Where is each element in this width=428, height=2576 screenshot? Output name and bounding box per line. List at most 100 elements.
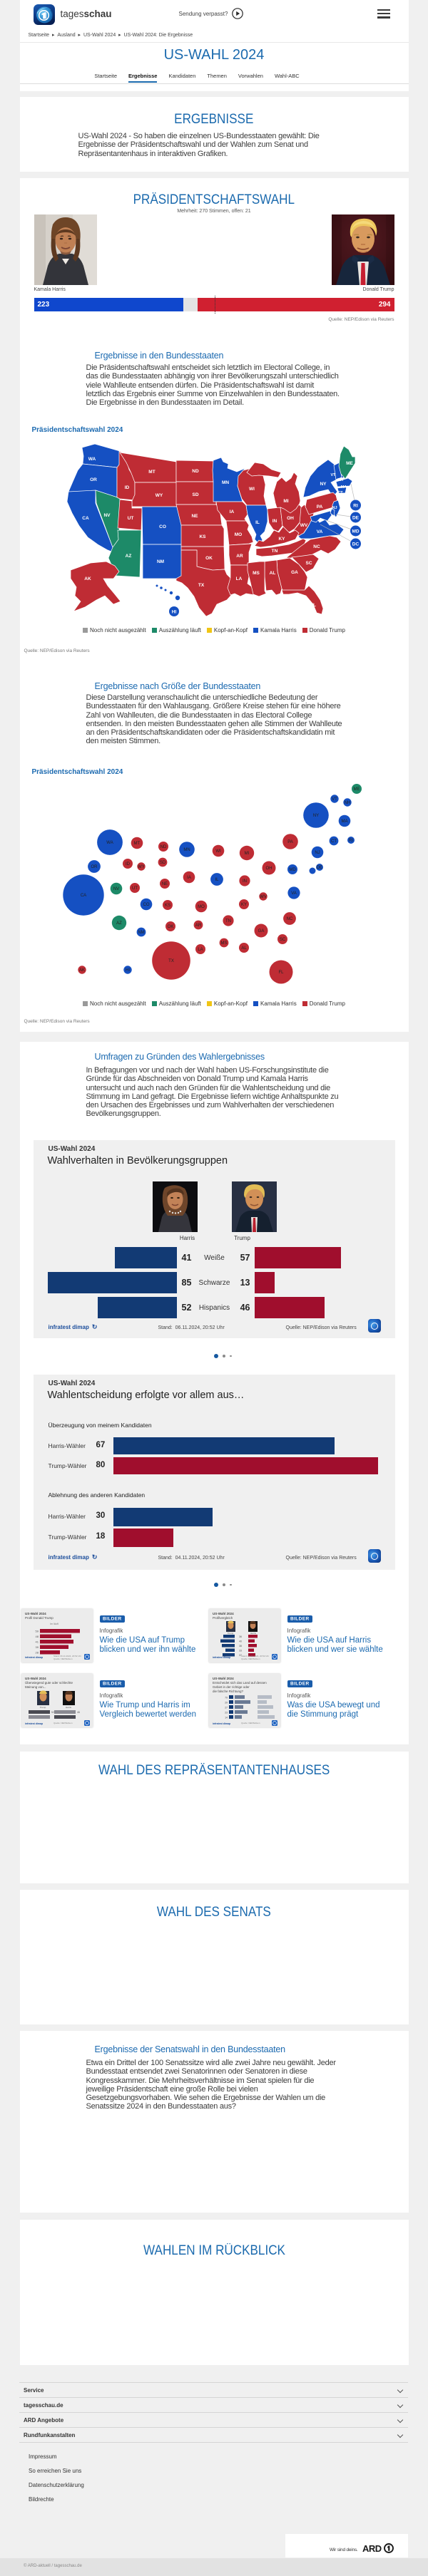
svg-text:CA: CA bbox=[80, 894, 86, 898]
svg-text:MI: MI bbox=[244, 852, 249, 856]
svg-text:MI: MI bbox=[283, 499, 288, 504]
svg-text:KY: KY bbox=[278, 537, 285, 542]
svg-text:GA: GA bbox=[258, 929, 264, 933]
svg-text:OK: OK bbox=[205, 556, 213, 561]
svg-text:ME: ME bbox=[353, 787, 360, 792]
svg-text:IL: IL bbox=[215, 878, 219, 882]
svg-text:NM: NM bbox=[156, 559, 163, 564]
svg-text:36: 36 bbox=[239, 1635, 242, 1638]
svg-text:Quelle: NEP/Edison: Quelle: NEP/Edison bbox=[241, 1722, 260, 1724]
svg-text:AK: AK bbox=[84, 576, 91, 581]
svg-text:ARD: ARD bbox=[362, 2543, 382, 2554]
svg-text:41: 41 bbox=[35, 1640, 39, 1644]
svg-text:79: 79 bbox=[225, 1697, 228, 1700]
svg-text:OR: OR bbox=[90, 477, 97, 482]
svg-text:Gebiet in der richtige oder: Gebiet in der richtige oder bbox=[213, 1685, 250, 1689]
svg-text:MT: MT bbox=[148, 470, 155, 475]
svg-text:CT: CT bbox=[331, 839, 337, 844]
svg-text:LA: LA bbox=[235, 576, 242, 581]
svg-text:AL: AL bbox=[269, 571, 275, 576]
svg-text:IA: IA bbox=[229, 509, 234, 514]
svg-text:WI: WI bbox=[215, 849, 221, 854]
svg-text:Quelle: NEP/Edison: Quelle: NEP/Edison bbox=[241, 1657, 260, 1660]
svg-text:Entscheidet sich das Land auf: Entscheidet sich das Land auf dessen bbox=[213, 1681, 267, 1685]
svg-text:59: 59 bbox=[35, 1630, 39, 1633]
svg-text:UT: UT bbox=[132, 886, 138, 891]
svg-text:33: 33 bbox=[239, 1650, 242, 1652]
svg-text:38: 38 bbox=[239, 1645, 242, 1647]
svg-text:FL: FL bbox=[310, 603, 316, 608]
svg-text:DE: DE bbox=[352, 516, 359, 521]
svg-text:NC: NC bbox=[313, 544, 320, 549]
svg-text:NV: NV bbox=[113, 887, 118, 891]
svg-text:CO: CO bbox=[159, 524, 166, 529]
svg-text:US-Wahl 2024: US-Wahl 2024 bbox=[25, 1612, 46, 1615]
svg-text:MS: MS bbox=[253, 571, 260, 576]
svg-text:ID: ID bbox=[126, 862, 131, 867]
svg-text:NY: NY bbox=[320, 482, 327, 487]
svg-text:VT: VT bbox=[330, 473, 336, 477]
svg-text:VA: VA bbox=[291, 891, 297, 896]
svg-text:TN: TN bbox=[271, 549, 277, 554]
svg-text:TX: TX bbox=[168, 959, 174, 963]
svg-text:WA: WA bbox=[88, 457, 96, 462]
svg-text:IL: IL bbox=[255, 520, 260, 525]
svg-text:23: 23 bbox=[225, 1712, 228, 1714]
svg-text:ID: ID bbox=[124, 485, 129, 490]
svg-text:infratest dimap: infratest dimap bbox=[213, 1722, 230, 1725]
svg-text:NE: NE bbox=[161, 882, 167, 886]
svg-text:MD: MD bbox=[289, 868, 296, 872]
svg-text:OK: OK bbox=[167, 925, 173, 929]
svg-text:AK: AK bbox=[78, 968, 84, 973]
svg-text:NH: NH bbox=[344, 801, 350, 805]
svg-text:Stand: 06.11.2024, 20:52 Uhr: Stand: 06.11.2024, 20:52 Uhr bbox=[54, 1655, 81, 1657]
svg-text:MN: MN bbox=[221, 480, 228, 485]
svg-text:DE: DE bbox=[316, 866, 322, 870]
svg-text:37: 37 bbox=[239, 1654, 242, 1657]
svg-text:Quelle: NEP/Edison: Quelle: NEP/Edison bbox=[54, 1722, 73, 1724]
svg-text:HI: HI bbox=[171, 610, 176, 615]
svg-text:US-Wahl 2024: US-Wahl 2024 bbox=[213, 1612, 234, 1615]
svg-text:MS: MS bbox=[220, 941, 227, 946]
svg-text:OH: OH bbox=[265, 867, 272, 871]
svg-text:WA: WA bbox=[106, 841, 113, 845]
svg-text:OR: OR bbox=[91, 865, 98, 869]
svg-text:MN: MN bbox=[183, 848, 190, 852]
svg-text:KS: KS bbox=[199, 534, 206, 539]
svg-text:SD: SD bbox=[192, 492, 198, 497]
svg-text:ME: ME bbox=[346, 461, 353, 466]
svg-text:NY: NY bbox=[312, 814, 318, 818]
svg-text:KY: KY bbox=[240, 903, 246, 907]
svg-text:NJ: NJ bbox=[315, 851, 320, 855]
svg-text:DC: DC bbox=[352, 542, 359, 547]
svg-text:RI: RI bbox=[353, 504, 358, 509]
svg-text:Profil Donald Trump: Profil Donald Trump bbox=[25, 1616, 54, 1620]
svg-text:AR: AR bbox=[236, 554, 243, 559]
svg-text:CT: CT bbox=[337, 491, 343, 495]
svg-text:Trump: Trump bbox=[39, 1706, 46, 1709]
svg-text:SD: SD bbox=[159, 861, 165, 865]
svg-text:NJ: NJ bbox=[332, 506, 337, 510]
svg-text:LA: LA bbox=[198, 948, 203, 952]
svg-text:ND: ND bbox=[160, 845, 166, 849]
svg-text:WY: WY bbox=[155, 493, 163, 498]
svg-text:48: 48 bbox=[35, 1635, 39, 1638]
svg-text:infratest dimap: infratest dimap bbox=[25, 1722, 43, 1725]
svg-text:Profilvergleich: Profilvergleich bbox=[213, 1616, 233, 1620]
svg-text:Quelle: NEP/Edison: Quelle: NEP/Edison bbox=[54, 1657, 73, 1660]
svg-text:NC: NC bbox=[286, 917, 292, 921]
svg-text:MO: MO bbox=[234, 532, 241, 537]
svg-text:TN: TN bbox=[225, 919, 231, 924]
svg-text:CO: CO bbox=[143, 903, 149, 907]
svg-text:14: 14 bbox=[225, 1717, 228, 1719]
svg-text:KS: KS bbox=[164, 904, 170, 908]
svg-text:IA: IA bbox=[187, 876, 191, 880]
svg-text:27: 27 bbox=[225, 1707, 228, 1709]
svg-text:MA: MA bbox=[341, 819, 347, 824]
svg-text:WV: WV bbox=[260, 895, 267, 899]
svg-text:MA: MA bbox=[340, 485, 347, 490]
svg-text:ND: ND bbox=[192, 469, 199, 474]
svg-text:52: 52 bbox=[51, 1711, 54, 1714]
svg-text:29: 29 bbox=[225, 1702, 228, 1705]
svg-text:die falsche Richtung?: die falsche Richtung? bbox=[213, 1690, 244, 1693]
